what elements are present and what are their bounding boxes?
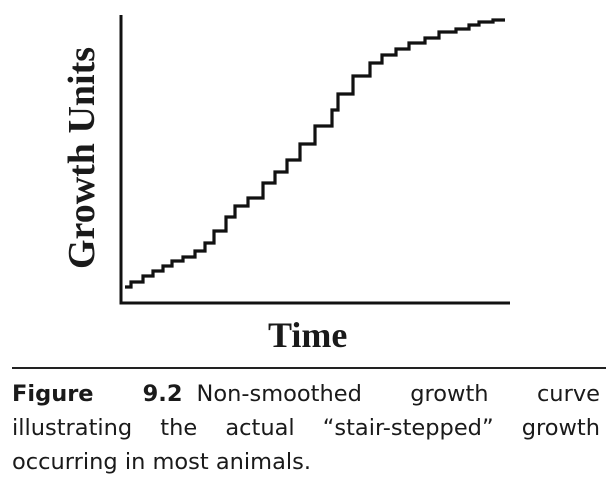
figure-number: Figure 9.2 [12,381,183,407]
y-axis-label: Growth Units [61,46,103,270]
chart-plot-area [119,15,510,305]
figure-caption: Figure 9.2 Non-smoothed growth curve illu… [12,377,600,479]
x-axis-label: Time [268,315,348,355]
caption-text: Non-smoothed growth curve illustrating t… [12,381,600,475]
growth-step-line [125,18,505,289]
growth-chart: Growth Units Time [61,15,510,355]
caption-divider [12,367,606,369]
